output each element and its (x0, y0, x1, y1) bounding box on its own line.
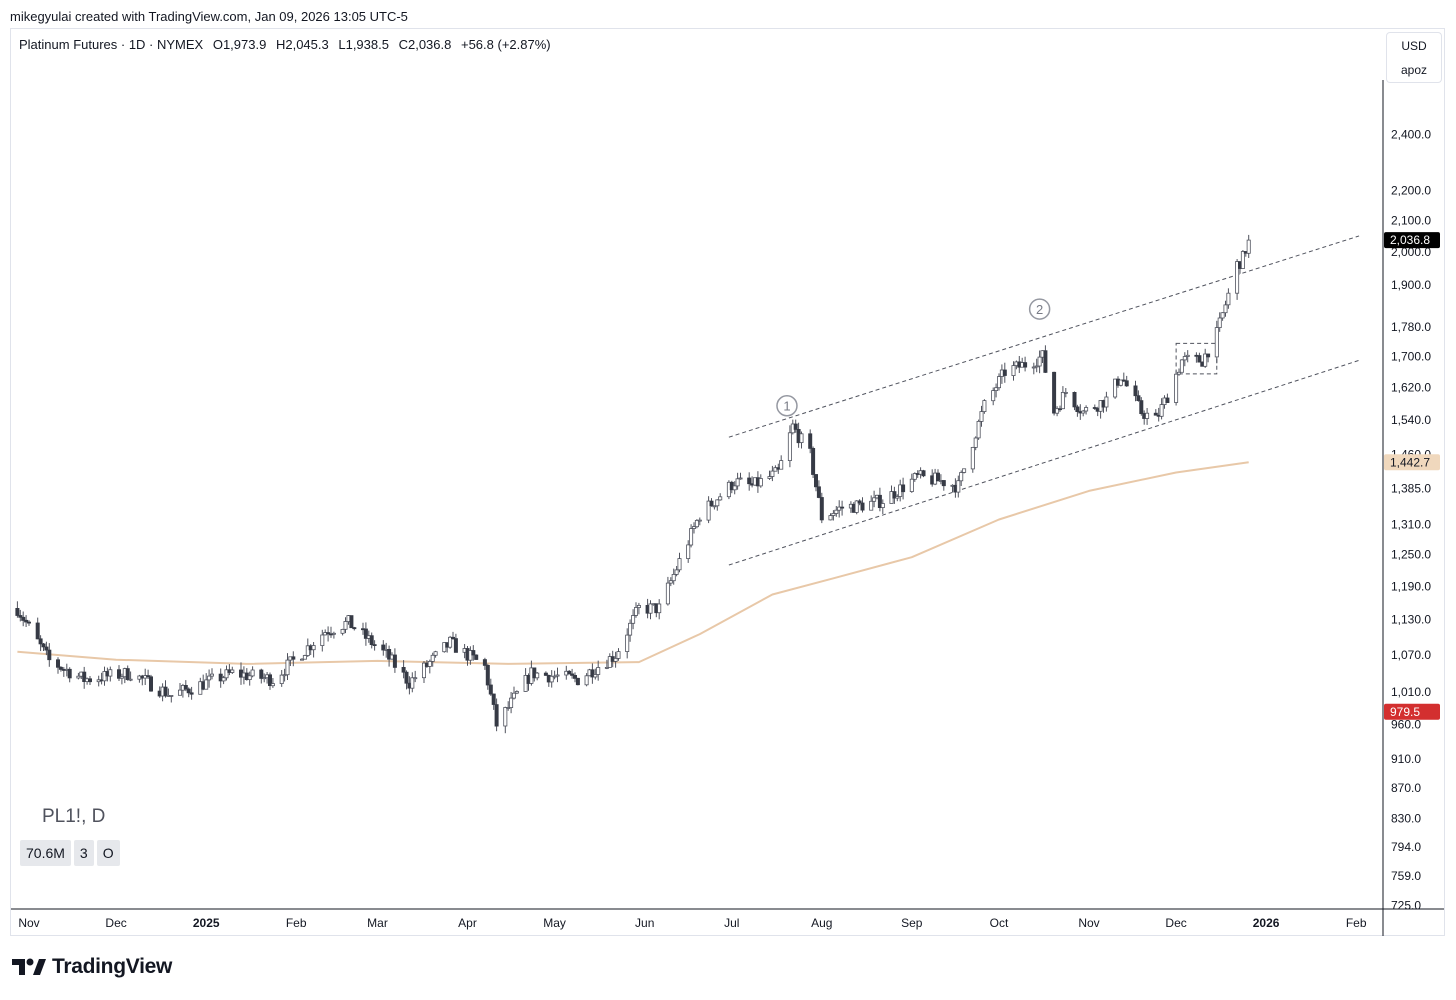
volume-badges: 70.6M 3 O (20, 840, 120, 866)
legend-low: L1,938.5 (338, 37, 389, 52)
legend-change: +56.8 (+2.87%) (460, 37, 551, 52)
legend-title: Platinum Futures · 1D · NYMEX (19, 37, 204, 52)
symbol-interval-label: PL1!, D (42, 806, 106, 827)
currency-button[interactable]: USD (1386, 32, 1442, 60)
legend-open: O1,973.9 (212, 37, 267, 52)
mode-badge: O (96, 840, 120, 866)
tradingview-logo: TradingView (12, 955, 172, 979)
logo-text: TradingView (52, 955, 173, 978)
scale-mode-button[interactable]: apoz (1386, 59, 1442, 83)
chart-header-caption: mikegyulai created with TradingView.com,… (10, 9, 408, 24)
legend-close: C2,036.8 (398, 37, 452, 52)
legend-high: H2,045.3 (275, 37, 329, 52)
volume-badge: 70.6M (20, 840, 71, 866)
ohlc-legend: Platinum Futures · 1D · NYMEX O1,973.9 H… (19, 37, 557, 52)
tradingview-logo-icon (12, 958, 46, 975)
count-badge: 3 (73, 840, 94, 866)
chart-frame (10, 28, 1445, 936)
